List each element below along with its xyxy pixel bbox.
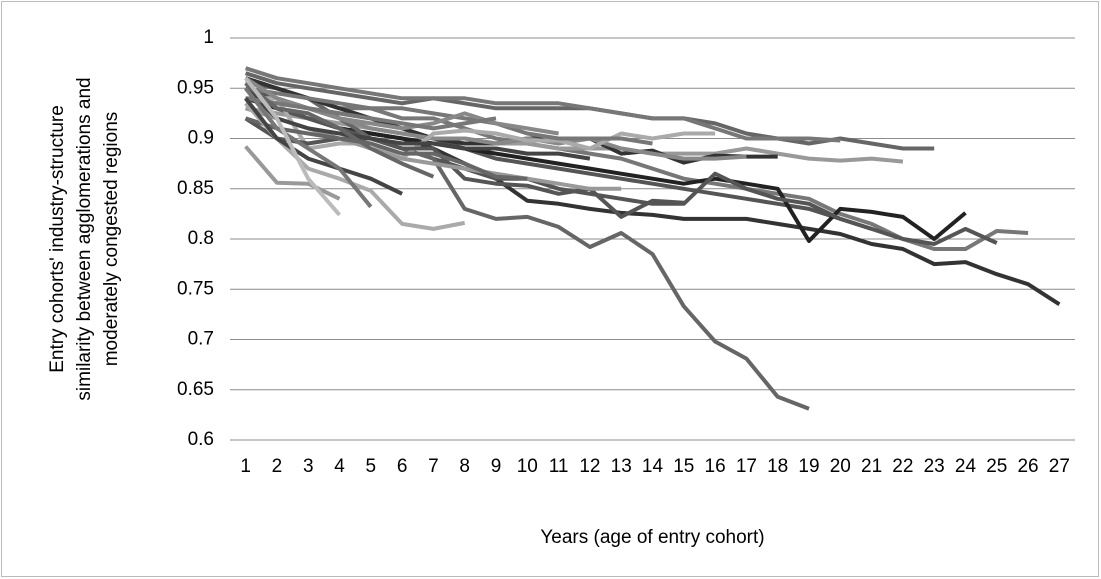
series-line [244,76,342,217]
x-tick-label: 21 [861,456,882,477]
series-line [244,86,873,231]
series-line [245,96,497,131]
y-axis-title: similarity between agglomerations and [74,77,95,400]
x-tick-label: 5 [366,456,377,477]
x-tick-label: 8 [459,456,470,477]
x-tick-label: 4 [334,456,345,477]
x-tick-label: 2 [272,456,283,477]
x-tick-label: 10 [517,456,538,477]
y-tick-label: 0.6 [188,429,214,450]
x-tick-label: 17 [736,456,757,477]
y-tick-label: 0.9 [188,128,214,149]
series-line [244,86,591,161]
x-tick-label: 16 [705,456,726,477]
x-tick-label: 23 [924,456,945,477]
series-line [244,145,341,201]
x-tick-label: 26 [1017,456,1038,477]
x-axis-title: Years (age of entry cohort) [540,527,764,548]
x-tick-label: 15 [673,456,694,477]
y-tick-label: 0.65 [177,379,214,400]
x-tick-label: 20 [830,456,851,477]
x-tick-label: 12 [579,456,600,477]
x-tick-label: 24 [955,456,977,477]
series-line [244,87,373,209]
x-tick-label: 14 [642,456,664,477]
y-tick-label: 1 [203,27,214,48]
x-tick-label: 27 [1049,456,1070,477]
series-line [244,116,528,181]
y-tick-label: 0.7 [188,329,214,350]
x-tick-label: 3 [303,456,314,477]
series-line [245,86,653,146]
x-tick-label: 1 [240,456,251,477]
x-tick-label: 18 [767,456,788,477]
y-tick-label: 0.75 [177,278,214,299]
x-tick-label: 13 [611,456,632,477]
y-axis-title: moderately congested regions [101,112,122,367]
x-tick-label: 7 [428,456,439,477]
series-line [244,81,435,179]
series-line [245,106,904,164]
series-line [244,66,841,143]
y-tick-label: 0.95 [177,77,214,98]
y-axis-title: Entry cohorts' industry-structure [47,105,68,373]
x-tick-label: 22 [892,456,913,477]
series-line [245,96,716,161]
series-line [244,116,684,219]
x-tick-label: 11 [549,456,569,477]
y-tick-label: 0.85 [177,178,214,199]
series-line [244,96,967,243]
x-tick-label: 6 [397,456,408,477]
x-tick-label: 25 [986,456,1007,477]
y-tick-label: 0.8 [188,228,214,249]
series-line [244,97,403,196]
x-tick-label: 9 [491,456,502,477]
x-tick-label: 19 [798,456,819,477]
